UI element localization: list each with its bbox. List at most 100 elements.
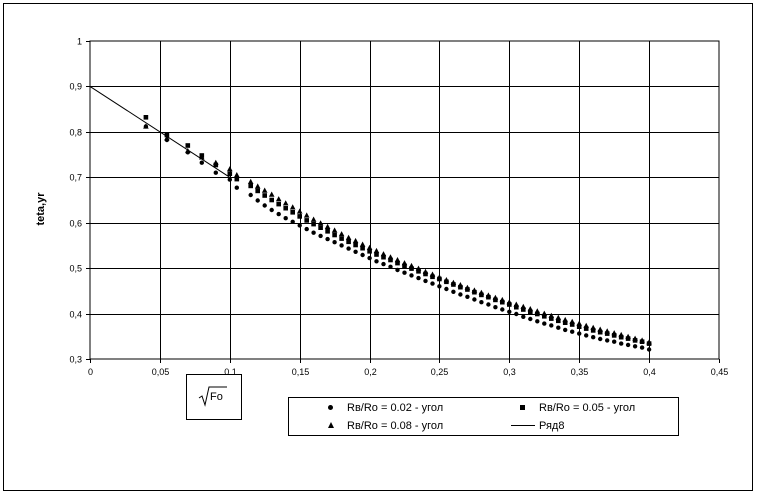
data-point-triangle bbox=[345, 234, 352, 240]
data-point-triangle bbox=[646, 339, 652, 345]
data-point-triangle bbox=[576, 320, 582, 326]
data-point-triangle bbox=[247, 178, 254, 184]
data-point-circle bbox=[577, 331, 582, 336]
circle-marker-icon bbox=[319, 402, 343, 414]
data-point-triangle bbox=[227, 166, 233, 172]
data-point-circle bbox=[500, 307, 505, 312]
data-point-circle bbox=[556, 325, 561, 330]
data-point-triangle bbox=[422, 268, 429, 274]
data-point-square bbox=[409, 266, 414, 271]
data-point-triangle bbox=[583, 322, 589, 328]
data-point-square bbox=[360, 245, 365, 251]
data-point-circle bbox=[507, 309, 512, 314]
data-point-square bbox=[618, 334, 624, 340]
data-point-circle bbox=[416, 275, 421, 281]
series bbox=[89, 85, 652, 352]
data-point-circle bbox=[444, 286, 449, 292]
legend-label-series-2: Rв/Ro = 0.05 - угол bbox=[539, 402, 636, 414]
data-point-triangle bbox=[296, 208, 303, 214]
data-point-circle bbox=[423, 278, 428, 284]
data-point-circle bbox=[297, 223, 302, 228]
data-point-circle bbox=[283, 216, 288, 221]
data-point-circle bbox=[325, 236, 330, 242]
data-point-square bbox=[143, 115, 149, 120]
data-point-square bbox=[535, 311, 540, 317]
data-point-circle bbox=[360, 252, 365, 258]
data-point-circle bbox=[612, 339, 617, 344]
data-point-triangle bbox=[625, 333, 631, 339]
x-tick-label: 0,15 bbox=[292, 367, 310, 377]
data-point-triangle bbox=[611, 330, 617, 336]
data-point-circle bbox=[639, 345, 645, 350]
data-point-triangle bbox=[597, 326, 603, 332]
data-point-square bbox=[479, 292, 484, 298]
data-point-circle bbox=[458, 292, 463, 297]
data-point-square bbox=[611, 333, 617, 338]
data-point-square bbox=[248, 183, 253, 189]
data-point-square bbox=[283, 205, 288, 211]
data-point-circle bbox=[451, 289, 456, 294]
y-tick-label: 0,9 bbox=[69, 82, 82, 92]
x-tick-label: 0,05 bbox=[152, 367, 170, 377]
data-point-square bbox=[269, 197, 274, 203]
data-point-circle bbox=[304, 226, 309, 232]
data-point-triangle bbox=[604, 328, 610, 334]
y-tick-label: 0,3 bbox=[69, 355, 82, 365]
data-point-circle bbox=[262, 203, 267, 208]
data-point-square bbox=[213, 162, 219, 168]
data-point-triangle bbox=[492, 294, 499, 300]
data-point-triangle bbox=[261, 187, 268, 193]
data-point-square bbox=[402, 263, 407, 269]
data-point-triangle bbox=[415, 265, 422, 271]
data-point-square bbox=[542, 314, 547, 319]
data-point-square bbox=[507, 302, 512, 307]
data-point-triangle bbox=[234, 172, 240, 178]
data-point-circle bbox=[549, 323, 554, 328]
y-tick-label: 0,7 bbox=[69, 173, 82, 183]
data-point-triangle bbox=[632, 335, 638, 341]
data-point-square bbox=[416, 269, 421, 274]
data-point-square bbox=[227, 171, 233, 176]
data-point-triangle bbox=[282, 200, 289, 206]
data-point-circle bbox=[402, 270, 407, 275]
legend: Rв/Ro = 0.02 - угол Rв/Ro = 0.05 - угол … bbox=[288, 397, 679, 436]
data-point-square bbox=[583, 326, 589, 331]
data-point-circle bbox=[346, 246, 351, 251]
x-tick-label: 0,3 bbox=[503, 367, 516, 377]
data-point-circle bbox=[542, 321, 547, 326]
y-tick-label: 0,5 bbox=[69, 264, 82, 274]
legend-label-series-3: Rв/Ro = 0.08 - угол bbox=[347, 420, 444, 432]
data-point-circle bbox=[625, 342, 631, 348]
data-point-square bbox=[590, 328, 596, 333]
data-point-triangle bbox=[457, 282, 464, 288]
data-point-triangle bbox=[443, 277, 450, 283]
y-tick-label: 1 bbox=[77, 37, 82, 47]
data-point-circle bbox=[430, 281, 435, 286]
x-tick-label: 0,4 bbox=[643, 367, 656, 377]
data-point-square bbox=[164, 132, 170, 138]
data-point-circle bbox=[619, 341, 624, 346]
data-point-circle bbox=[199, 160, 204, 165]
triangle-marker-icon bbox=[319, 420, 343, 432]
data-point-square bbox=[388, 257, 393, 263]
data-point-circle bbox=[374, 259, 379, 264]
data-point-square bbox=[430, 274, 435, 280]
legend-item-series-3: Rв/Ro = 0.08 - угол bbox=[319, 420, 443, 432]
y-tick-label: 0,8 bbox=[69, 128, 82, 138]
data-point-square bbox=[262, 193, 267, 198]
data-point-square bbox=[597, 329, 603, 335]
data-point-triangle bbox=[394, 257, 401, 263]
data-point-square bbox=[311, 221, 316, 227]
data-point-circle bbox=[472, 297, 477, 302]
data-point-circle bbox=[269, 207, 274, 213]
x-tick-label: 0,2 bbox=[364, 367, 377, 377]
data-point-square bbox=[500, 299, 505, 305]
data-point-triangle bbox=[499, 296, 506, 303]
data-point-triangle bbox=[213, 159, 219, 165]
data-point-square bbox=[569, 322, 575, 327]
data-point-square bbox=[367, 249, 372, 254]
data-point-square bbox=[276, 201, 281, 207]
data-point-triangle bbox=[317, 220, 324, 226]
data-point-triangle bbox=[143, 123, 149, 129]
legend-item-series-4: Ряд8 bbox=[511, 420, 564, 432]
